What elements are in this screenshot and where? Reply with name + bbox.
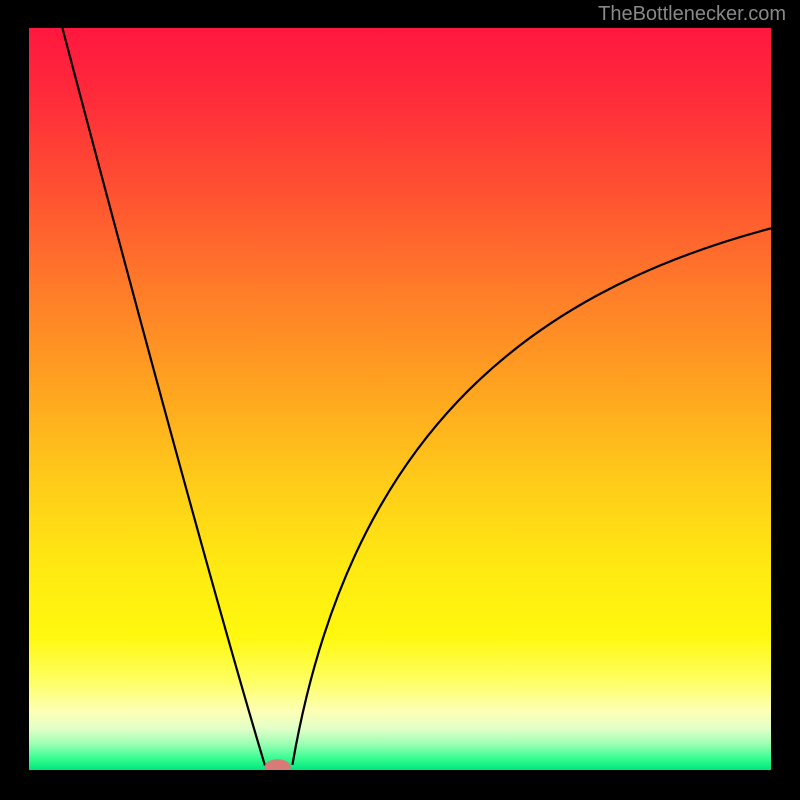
curve-left-branch: [62, 28, 265, 766]
min-marker: [264, 759, 291, 770]
watermark-text: TheBottlenecker.com: [598, 3, 786, 26]
bottleneck-curve: [29, 28, 771, 770]
plot-area: [29, 28, 771, 770]
curve-right-branch: [292, 228, 771, 764]
